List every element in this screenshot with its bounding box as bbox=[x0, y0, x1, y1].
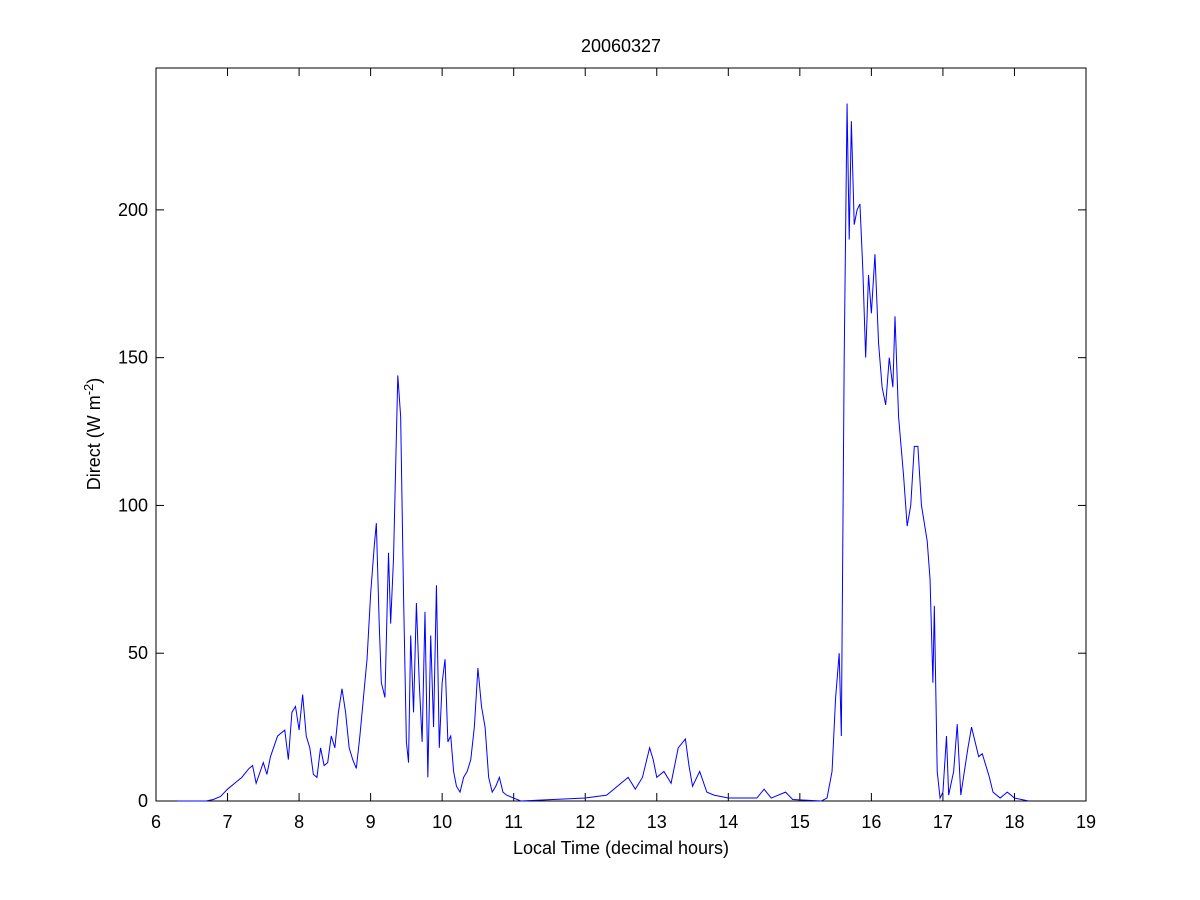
plot-area bbox=[155, 67, 1087, 802]
y-tick-label: 50 bbox=[128, 643, 148, 663]
x-tick-label: 10 bbox=[432, 812, 452, 832]
x-tick-label: 16 bbox=[861, 812, 881, 832]
x-tick-label: 9 bbox=[366, 812, 376, 832]
x-tick-label: 6 bbox=[151, 812, 161, 832]
x-tick-label: 8 bbox=[294, 812, 304, 832]
x-tick-label: 17 bbox=[933, 812, 953, 832]
x-tick-label: 14 bbox=[718, 812, 738, 832]
x-tick-label: 15 bbox=[790, 812, 810, 832]
chart-title: 20060327 bbox=[581, 36, 661, 56]
data-line bbox=[177, 103, 1029, 802]
x-tick-label: 19 bbox=[1076, 812, 1096, 832]
y-axis-label-end: ) bbox=[84, 378, 104, 384]
y-tick-label: 200 bbox=[118, 200, 148, 220]
y-tick-label: 100 bbox=[118, 495, 148, 515]
x-tick-label: 18 bbox=[1004, 812, 1024, 832]
x-tick-label: 7 bbox=[223, 812, 233, 832]
y-axis-label-text: Direct (W m bbox=[84, 395, 104, 490]
x-tick-label: 11 bbox=[504, 812, 523, 832]
y-tick-label: 150 bbox=[118, 348, 148, 368]
x-tick-label: 13 bbox=[647, 812, 667, 832]
x-axis-label: Local Time (decimal hours) bbox=[513, 838, 729, 858]
y-axis-label: Direct (W m-2) bbox=[81, 378, 104, 491]
x-tick-label: 12 bbox=[575, 812, 595, 832]
y-axis-label-sup: -2 bbox=[81, 384, 96, 396]
y-tick-label: 0 bbox=[138, 791, 148, 811]
